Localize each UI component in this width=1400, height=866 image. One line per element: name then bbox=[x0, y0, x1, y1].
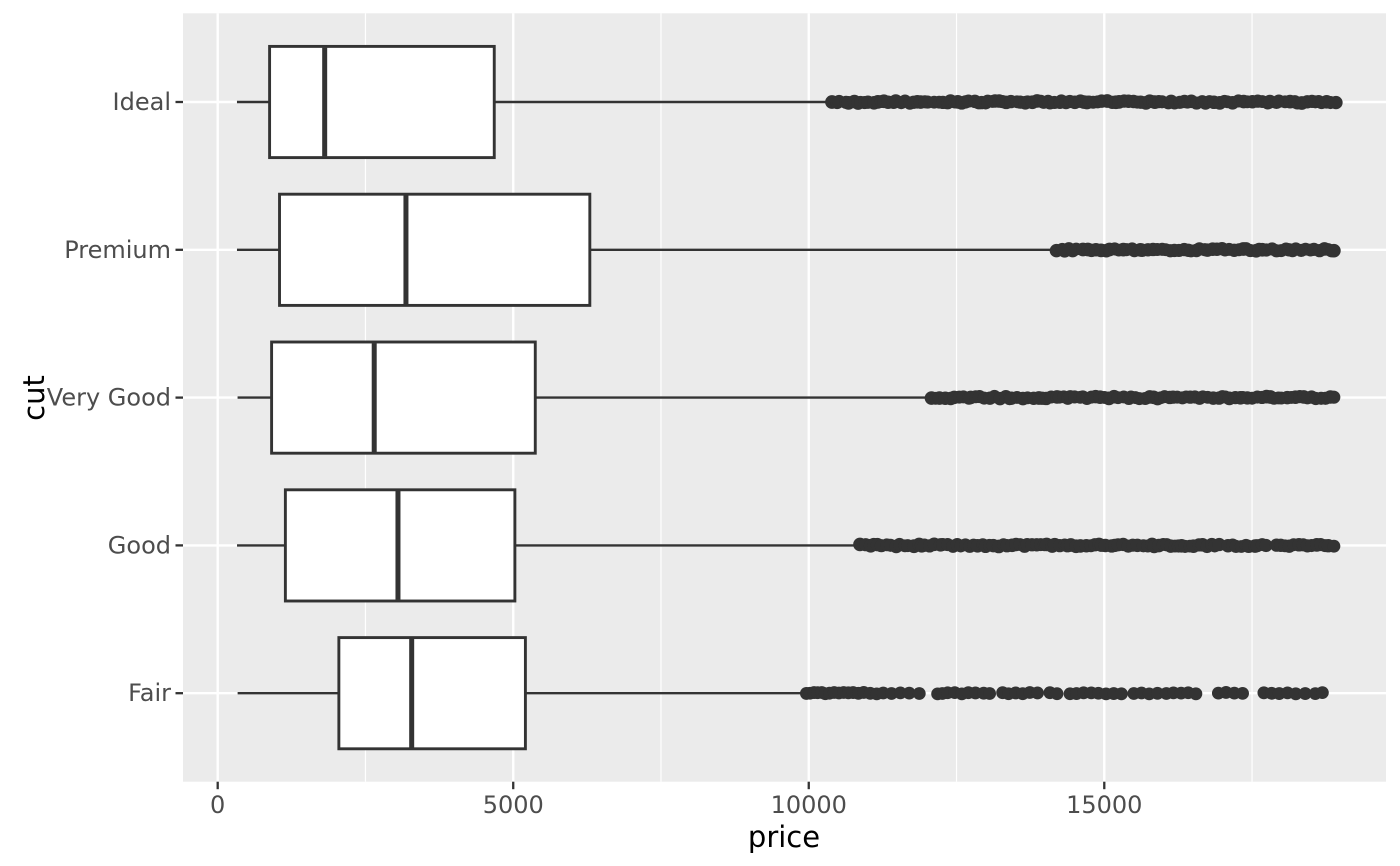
x-tick-label: 15000 bbox=[1066, 791, 1142, 819]
box-row-premium bbox=[236, 192, 1341, 307]
outlier-dot bbox=[912, 687, 926, 700]
outlier-dot bbox=[1327, 243, 1341, 258]
y-tick-label-good: Good bbox=[108, 531, 171, 559]
iqr-box bbox=[268, 44, 496, 160]
box-row-good bbox=[237, 488, 1341, 603]
outlier-points bbox=[799, 686, 1329, 701]
outlier-dot bbox=[1031, 686, 1044, 700]
iqr-box bbox=[278, 192, 592, 307]
outlier-dot bbox=[1236, 687, 1249, 700]
outlier-dot bbox=[1259, 538, 1273, 553]
outlier-dot bbox=[1315, 686, 1329, 700]
y-tick-label-very-good: Very Good bbox=[47, 384, 171, 412]
outlier-points bbox=[825, 94, 1343, 110]
outlier-dot bbox=[893, 686, 907, 700]
box-row-very-good bbox=[237, 340, 1341, 455]
outlier-dot bbox=[1151, 686, 1164, 700]
outlier-dot bbox=[1327, 539, 1341, 553]
outlier-dot bbox=[1050, 687, 1064, 701]
outlier-dot bbox=[1298, 687, 1312, 700]
x-tick-label: 0 bbox=[210, 791, 225, 819]
outlier-dot bbox=[1115, 687, 1128, 701]
boxplot-series-layer bbox=[236, 44, 1343, 751]
iqr-box bbox=[270, 340, 537, 455]
outlier-dot bbox=[1189, 687, 1203, 701]
outlier-dot bbox=[983, 687, 997, 700]
outlier-dot bbox=[1327, 390, 1341, 404]
y-tick-label-fair: Fair bbox=[128, 679, 171, 707]
outlier-points bbox=[924, 389, 1341, 406]
outlier-dot bbox=[1329, 95, 1343, 110]
y-tick-label-premium: Premium bbox=[64, 236, 171, 264]
box-row-ideal bbox=[236, 44, 1343, 160]
y-tick-label-ideal: Ideal bbox=[113, 88, 171, 116]
outlier-dot bbox=[902, 686, 916, 700]
box-row-fair bbox=[237, 636, 1329, 751]
x-axis-title: price bbox=[748, 820, 820, 854]
iqr-box bbox=[337, 636, 527, 751]
outlier-dot bbox=[1289, 687, 1303, 701]
outlier-points bbox=[1049, 242, 1341, 258]
x-tick-label: 10000 bbox=[771, 791, 847, 819]
x-tick-label: 5000 bbox=[483, 791, 544, 819]
axis-layer: 0 5000 10000 15000 Ideal Premium Very Good Good… bbox=[47, 88, 1143, 819]
y-axis-title: cut bbox=[17, 375, 51, 421]
outlier-points bbox=[853, 537, 1341, 554]
